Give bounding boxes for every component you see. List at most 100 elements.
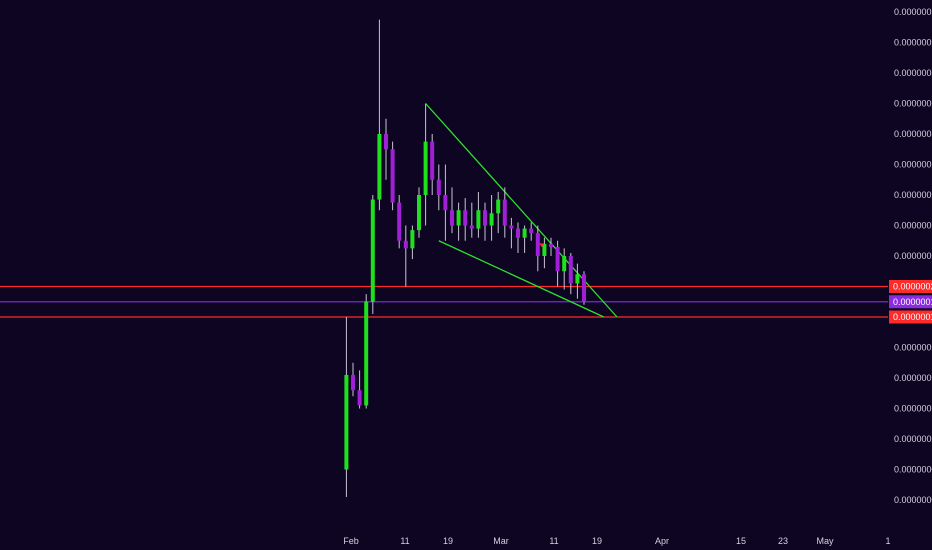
time-tick-label: Feb: [343, 536, 359, 546]
time-tick-label: 19: [592, 536, 602, 546]
candle: [489, 195, 494, 241]
candle-body: [423, 141, 428, 195]
price-tick-label: 0.00000014: [894, 373, 932, 383]
price-tag-bg: [889, 280, 932, 293]
time-axis[interactable]: Feb 11 19 Mar 11 19 Apr 15 23 May 1: [343, 536, 890, 546]
candle-body: [351, 374, 355, 391]
candle-body: [582, 274, 586, 302]
candle-body: [397, 202, 402, 241]
candle: [377, 19, 382, 211]
candle: [469, 202, 474, 238]
time-tick-label: 19: [443, 536, 453, 546]
candle: [344, 317, 349, 497]
time-tick-label: 23: [778, 536, 788, 546]
time-tick-label: 1: [885, 536, 890, 546]
candle-body: [430, 141, 435, 180]
candle: [522, 225, 527, 253]
trendline-lower: [438, 240, 605, 318]
price-tag-label: 0.00000019: [893, 297, 932, 307]
time-tick-label: May: [816, 536, 834, 546]
candle: [397, 195, 402, 249]
candle: [390, 141, 395, 211]
time-tick-label: 15: [736, 536, 746, 546]
candle-body: [509, 225, 514, 229]
candle: [529, 222, 534, 241]
candle: [370, 195, 375, 314]
candle-body: [555, 246, 560, 272]
candle: [456, 202, 461, 241]
price-tick-label: 0.00000022: [894, 251, 932, 261]
candle: [496, 191, 501, 234]
candle-body: [370, 199, 375, 302]
candle-body: [529, 228, 534, 234]
price-tag-bg: [889, 295, 932, 309]
candle-body: [522, 228, 527, 238]
candle: [463, 198, 468, 241]
candle-body: [390, 149, 395, 203]
time-tick-label: 11: [400, 536, 409, 546]
candle: [443, 164, 448, 241]
candle-body: [483, 210, 487, 226]
price-tick-label: 0.00000028: [894, 160, 932, 170]
candle-body: [476, 210, 481, 229]
time-tick-label: 11: [549, 536, 558, 546]
price-axis[interactable]: 0.00000038 0.00000036 0.00000034 0.00000032…: [894, 7, 932, 505]
price-tag-label: 0.00000018: [893, 312, 932, 322]
candle: [351, 362, 355, 397]
candle-body: [403, 240, 408, 249]
candle: [568, 252, 573, 295]
candle: [364, 294, 369, 409]
price-tick-label: 0.00000010: [894, 434, 932, 444]
candle: [542, 237, 547, 269]
signal-marker: [539, 243, 545, 248]
price-tick-label: 0.00000006: [894, 495, 932, 505]
candle: [516, 222, 520, 253]
price-tag-bg: [889, 310, 932, 324]
candle-body: [364, 301, 369, 406]
candle-body: [357, 390, 362, 406]
candle-body: [417, 195, 421, 231]
candle: [509, 217, 514, 249]
candle: [575, 263, 580, 299]
candle: [450, 187, 454, 234]
price-tick-label: 0.00000016: [894, 343, 932, 353]
price-tick-label: 0.00000008: [894, 465, 932, 475]
candle: [476, 191, 481, 238]
candle: [562, 248, 567, 290]
candle: [535, 225, 540, 272]
price-tag-label: 0.00000020: [893, 282, 932, 292]
candle-body: [463, 210, 468, 226]
time-tick-label: Mar: [493, 536, 509, 546]
candle: [430, 134, 435, 195]
price-tick-label: 0.00000032: [894, 99, 932, 109]
candle-body: [384, 134, 388, 150]
candle: [436, 164, 441, 211]
candles: [344, 19, 586, 497]
price-tag: 0.00000020: [889, 280, 932, 293]
candle: [555, 240, 560, 287]
candle-body: [542, 243, 547, 256]
candle-body: [549, 243, 553, 247]
price-tick-label: 0.00000024: [894, 221, 932, 231]
candle-body: [502, 199, 507, 226]
candle: [384, 118, 388, 180]
candle-body: [443, 195, 448, 211]
candle: [502, 187, 507, 238]
candle: [410, 225, 415, 260]
price-tag: 0.00000019: [889, 295, 932, 309]
price-tick-label: 0.00000012: [894, 404, 932, 414]
candle-body: [469, 225, 474, 229]
horizontal-lines: [0, 285, 888, 318]
candle-body: [535, 233, 540, 256]
candle-body: [436, 179, 441, 195]
candle-body: [410, 230, 415, 249]
candle: [357, 370, 362, 409]
price-tick-label: 0.00000026: [894, 190, 932, 200]
candle: [417, 187, 421, 238]
candle-body: [377, 134, 382, 200]
candle-body: [344, 374, 349, 470]
candle: [582, 271, 586, 305]
candle-body: [489, 213, 494, 226]
